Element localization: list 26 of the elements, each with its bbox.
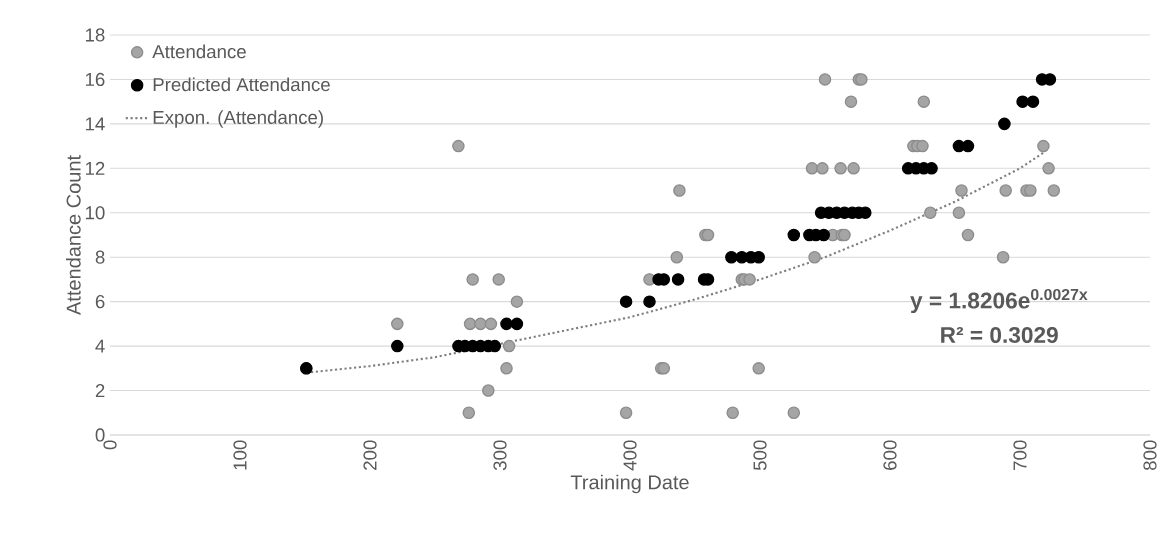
- x-tick-label: 800: [1143, 440, 1157, 471]
- y-tick-label: 14: [85, 117, 105, 131]
- y-tick-label: 2: [95, 384, 105, 398]
- y-tick-label: 18: [85, 28, 105, 42]
- y-tick-label: 8: [95, 250, 105, 264]
- x-tick-label: 100: [233, 440, 247, 470]
- legend-label: Predicted Attendance: [153, 77, 330, 92]
- x-tick-label: 500: [753, 440, 767, 471]
- annotation: R² = 0.3029: [941, 326, 1058, 344]
- x-tick-label: 0: [103, 440, 117, 450]
- y-tick-label: 0: [95, 428, 105, 442]
- y-tick-label: 4: [95, 339, 105, 353]
- x-axis-title: Training Date: [570, 474, 689, 494]
- legend-label: Expon. (Attendance): [153, 110, 323, 128]
- x-tick-label: 200: [363, 440, 377, 470]
- x-tick-label: 300: [493, 440, 507, 471]
- annotation: y = 1.8206e$^{0.0027x}$: [910, 288, 1088, 314]
- x-tick-label: 600: [883, 440, 897, 470]
- y-tick-label: 10: [85, 206, 105, 220]
- y-axis-title: Attendance Count: [66, 155, 81, 315]
- legend-label: Attendance: [152, 44, 246, 59]
- y-tick-label: 6: [95, 295, 105, 309]
- y-tick-label: 12: [85, 161, 105, 175]
- x-tick-label: 400: [623, 440, 637, 471]
- y-tick-label: 16: [85, 72, 105, 87]
- x-tick-label: 700: [1013, 440, 1027, 470]
